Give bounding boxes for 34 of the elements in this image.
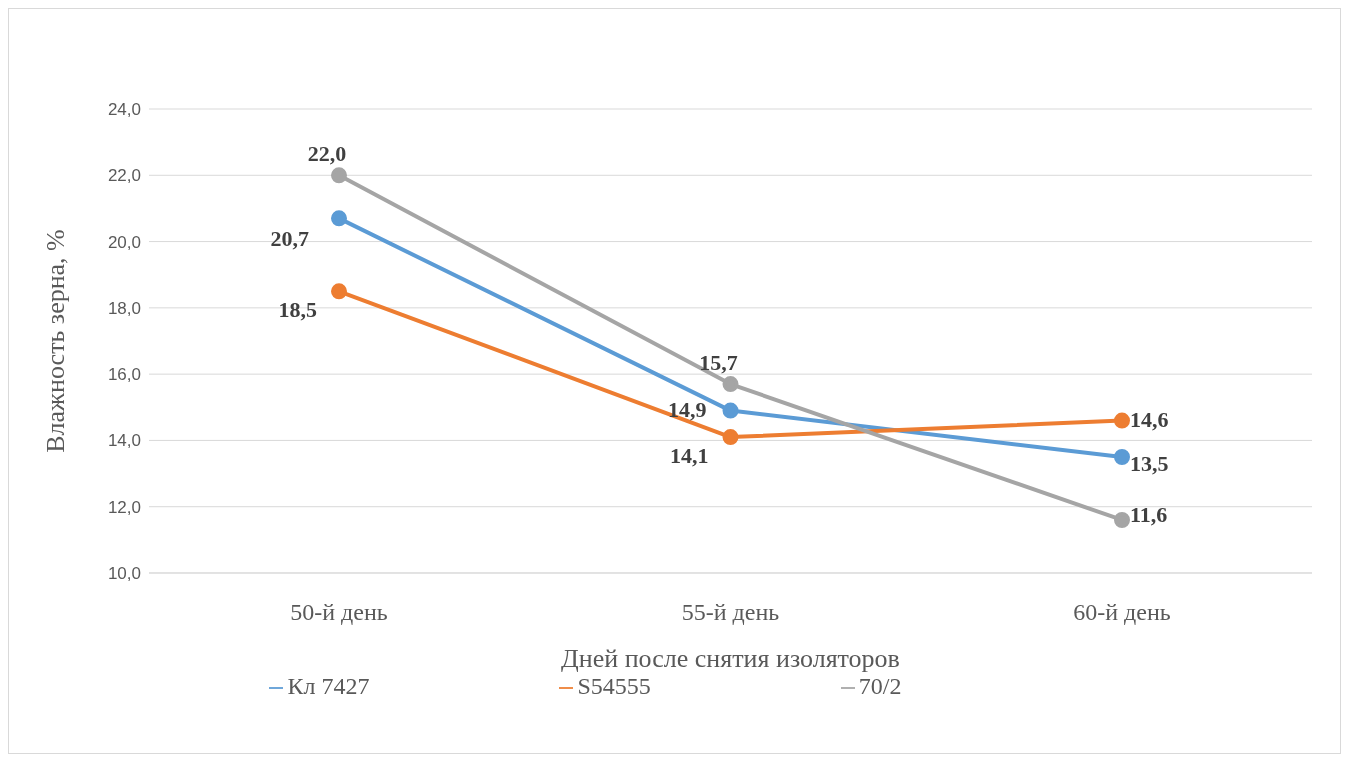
point <box>331 283 347 300</box>
legend-label: 70/2 <box>858 673 902 699</box>
y-tick-label: 20,0 <box>107 232 141 252</box>
data-label: 22,0 <box>307 141 347 167</box>
point <box>331 210 347 227</box>
data-label: 14,1 <box>670 443 709 469</box>
y-tick-label: 24,0 <box>107 100 141 120</box>
legend-label: Кл 7427 <box>287 673 370 699</box>
point <box>722 402 739 419</box>
point <box>722 429 739 446</box>
data-label: 11,6 <box>1130 501 1168 527</box>
y-tick-label: 18,0 <box>107 298 141 318</box>
point <box>1114 511 1130 528</box>
y-tick-label: 22,0 <box>107 166 141 186</box>
y-tick-label: 10,0 <box>107 564 141 584</box>
y-tick-label: 12,0 <box>107 497 141 517</box>
point <box>1114 449 1130 465</box>
point <box>1114 412 1130 429</box>
point <box>722 376 739 393</box>
x-tick-label: 60-й день <box>1073 599 1171 626</box>
point <box>331 167 347 184</box>
legend-label: S54555 <box>577 673 651 699</box>
y-axis-title: Влажность зерна, % <box>41 229 71 453</box>
data-label: 13,5 <box>1130 451 1169 476</box>
x-axis-title: Дней после снятия изоляторов <box>561 644 900 673</box>
data-label: 15,7 <box>699 350 738 376</box>
x-tick-label: 50-й день <box>290 599 388 626</box>
y-tick-label: 16,0 <box>107 365 141 385</box>
data-label: 20,7 <box>270 226 309 252</box>
data-label: 14,9 <box>668 396 707 422</box>
x-tick-label: 55-й день <box>681 599 780 626</box>
y-tick-label: 14,0 <box>107 431 141 451</box>
data-label: 18,5 <box>278 297 317 323</box>
data-label: 14,6 <box>1130 406 1169 432</box>
